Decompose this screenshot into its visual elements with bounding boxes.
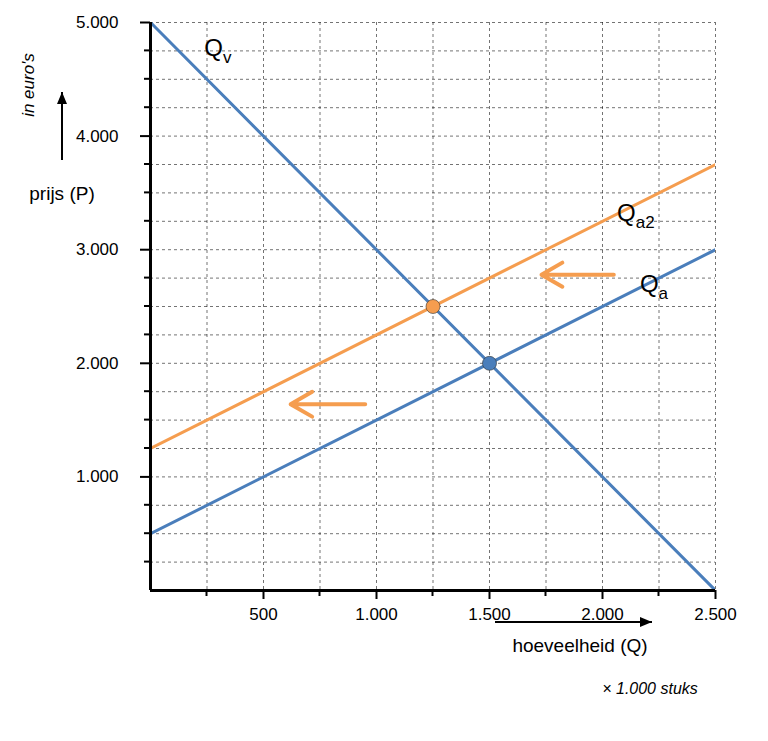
svg-text:500: 500 <box>249 605 277 624</box>
svg-text:Qa2: Qa2 <box>617 199 655 232</box>
svg-text:4.000: 4.000 <box>76 127 119 146</box>
svg-text:1.000: 1.000 <box>355 605 398 624</box>
svg-text:Qv: Qv <box>204 34 232 67</box>
svg-text:2.500: 2.500 <box>694 605 737 624</box>
svg-text:prijs (P): prijs (P) <box>29 183 94 204</box>
svg-text:1.000: 1.000 <box>76 467 119 486</box>
svg-text:2.000: 2.000 <box>581 605 624 624</box>
svg-text:× 1.000 stuks: × 1.000 stuks <box>602 680 698 697</box>
svg-text:2.000: 2.000 <box>76 354 119 373</box>
svg-text:5.000: 5.000 <box>76 13 119 32</box>
svg-text:in euro's: in euro's <box>19 53 38 117</box>
svg-text:1.500: 1.500 <box>468 605 511 624</box>
svg-text:3.000: 3.000 <box>76 240 119 259</box>
svg-text:hoeveelheid (Q): hoeveelheid (Q) <box>512 635 647 656</box>
svg-text:Qa: Qa <box>640 270 669 303</box>
